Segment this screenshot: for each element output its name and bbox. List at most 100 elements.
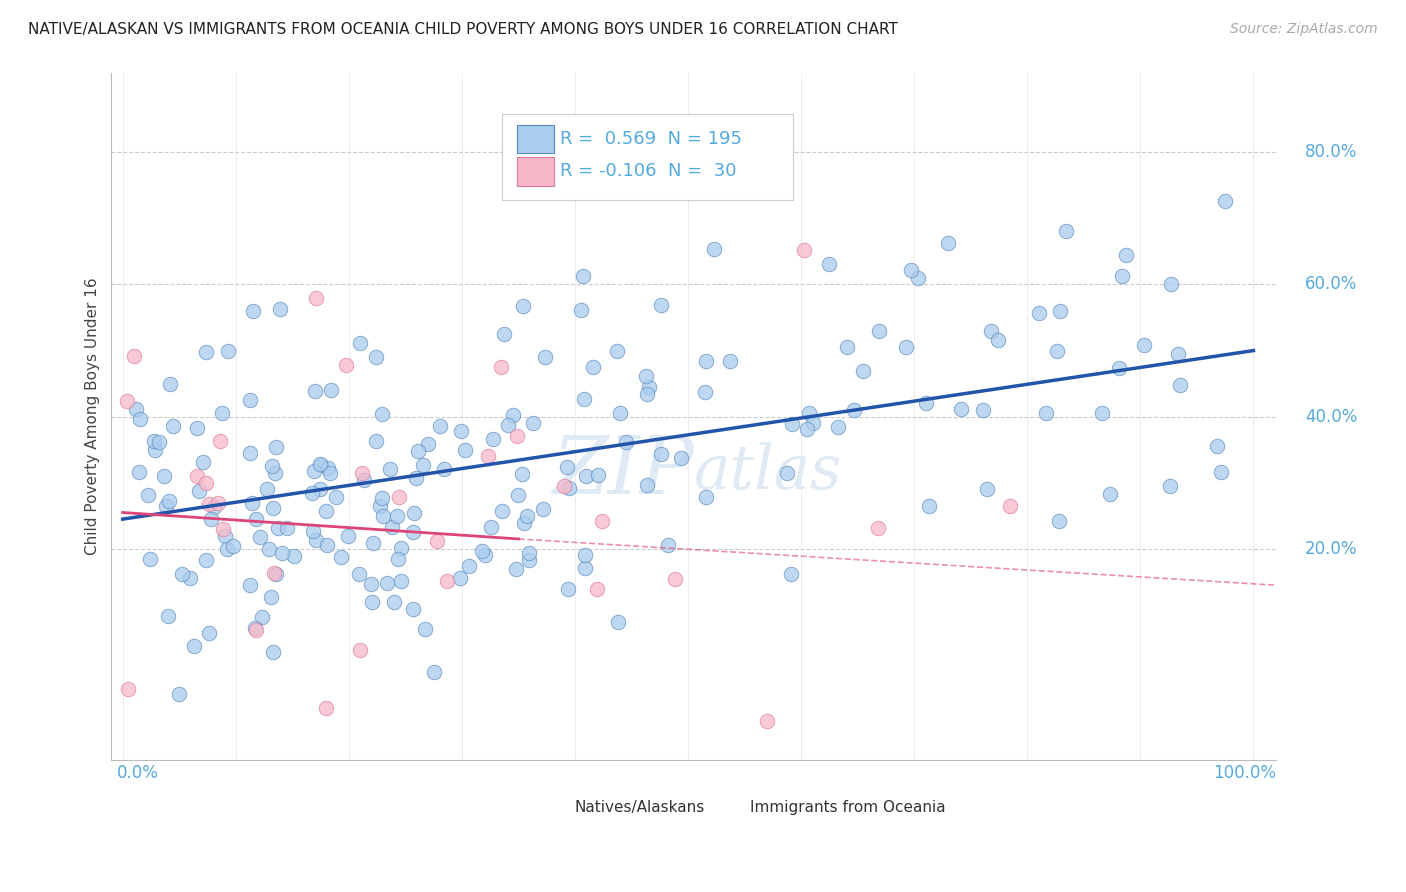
Point bbox=[215, 541, 238, 556]
Point bbox=[491, 503, 513, 517]
Point bbox=[482, 432, 505, 446]
Text: 0.0%: 0.0% bbox=[117, 764, 159, 781]
Point bbox=[371, 509, 394, 524]
Point bbox=[1091, 406, 1114, 420]
Point bbox=[457, 559, 479, 574]
Point bbox=[522, 416, 544, 430]
Point bbox=[606, 343, 628, 358]
Point bbox=[366, 434, 388, 448]
Point bbox=[209, 434, 232, 448]
Point bbox=[1160, 277, 1182, 292]
Point bbox=[222, 539, 245, 553]
Point bbox=[262, 645, 284, 659]
Text: ZIP: ZIP bbox=[553, 433, 693, 510]
Point bbox=[269, 302, 291, 317]
Text: 20.0%: 20.0% bbox=[1305, 540, 1358, 558]
Point bbox=[136, 488, 159, 502]
Point bbox=[980, 324, 1002, 338]
Point bbox=[574, 548, 596, 562]
Point bbox=[361, 595, 384, 609]
Point bbox=[512, 299, 534, 313]
Point bbox=[263, 566, 285, 580]
Point bbox=[586, 468, 609, 483]
FancyBboxPatch shape bbox=[517, 157, 554, 186]
Point bbox=[894, 340, 917, 354]
Point bbox=[426, 533, 449, 548]
Point bbox=[433, 461, 456, 475]
Point bbox=[756, 714, 779, 729]
Text: Natives/Alaskans: Natives/Alaskans bbox=[575, 799, 706, 814]
Point bbox=[316, 538, 339, 552]
Point bbox=[128, 411, 150, 425]
Point bbox=[183, 639, 205, 653]
Point bbox=[508, 487, 530, 501]
Point bbox=[283, 549, 305, 564]
Point bbox=[115, 393, 138, 408]
Point bbox=[1168, 378, 1191, 392]
Point bbox=[695, 385, 717, 400]
Point bbox=[309, 457, 332, 471]
Point bbox=[197, 497, 219, 511]
Point bbox=[1205, 439, 1227, 453]
Point bbox=[321, 383, 343, 397]
Point bbox=[449, 571, 471, 585]
Point bbox=[512, 516, 534, 531]
Point bbox=[349, 336, 371, 351]
Point bbox=[370, 407, 392, 421]
Point bbox=[1028, 305, 1050, 319]
Point bbox=[718, 354, 741, 368]
Point bbox=[575, 468, 598, 483]
Point bbox=[531, 502, 554, 516]
Point bbox=[188, 483, 211, 498]
Point bbox=[360, 577, 382, 591]
Point bbox=[1049, 304, 1071, 318]
Text: 100.0%: 100.0% bbox=[1213, 764, 1277, 781]
Point bbox=[416, 437, 439, 451]
Point bbox=[505, 562, 527, 576]
Point bbox=[240, 495, 263, 509]
Point bbox=[315, 503, 337, 517]
Y-axis label: Child Poverty Among Boys Under 16: Child Poverty Among Boys Under 16 bbox=[86, 277, 100, 556]
Point bbox=[276, 521, 298, 535]
Point bbox=[695, 353, 717, 368]
Point bbox=[950, 402, 973, 417]
Point bbox=[1046, 343, 1069, 358]
Point bbox=[796, 422, 818, 436]
Point bbox=[496, 417, 519, 432]
Point bbox=[264, 466, 287, 480]
Point bbox=[636, 387, 658, 401]
FancyBboxPatch shape bbox=[540, 796, 571, 819]
Point bbox=[436, 574, 458, 589]
Point bbox=[302, 464, 325, 478]
FancyBboxPatch shape bbox=[502, 114, 793, 200]
Point bbox=[471, 544, 494, 558]
Point bbox=[454, 443, 477, 458]
Point bbox=[371, 491, 394, 506]
Point bbox=[388, 491, 411, 505]
Point bbox=[972, 403, 994, 417]
Point bbox=[695, 490, 717, 504]
Point bbox=[260, 590, 283, 604]
Point bbox=[555, 460, 578, 475]
Point bbox=[211, 522, 233, 536]
Point bbox=[582, 359, 605, 374]
Point bbox=[506, 429, 529, 443]
Point bbox=[148, 434, 170, 449]
Point bbox=[200, 512, 222, 526]
Point bbox=[381, 520, 404, 534]
Point bbox=[616, 434, 638, 449]
Point bbox=[217, 344, 239, 359]
Point bbox=[492, 326, 515, 341]
Point bbox=[162, 419, 184, 434]
Point bbox=[1035, 406, 1057, 420]
Point bbox=[574, 561, 596, 575]
Point bbox=[179, 571, 201, 585]
Point bbox=[1108, 361, 1130, 376]
Point bbox=[1133, 338, 1156, 352]
Point bbox=[569, 303, 592, 318]
Point bbox=[844, 403, 866, 417]
Point bbox=[330, 550, 353, 565]
Point bbox=[243, 622, 266, 636]
Text: 60.0%: 60.0% bbox=[1305, 276, 1358, 293]
Point bbox=[305, 533, 328, 548]
